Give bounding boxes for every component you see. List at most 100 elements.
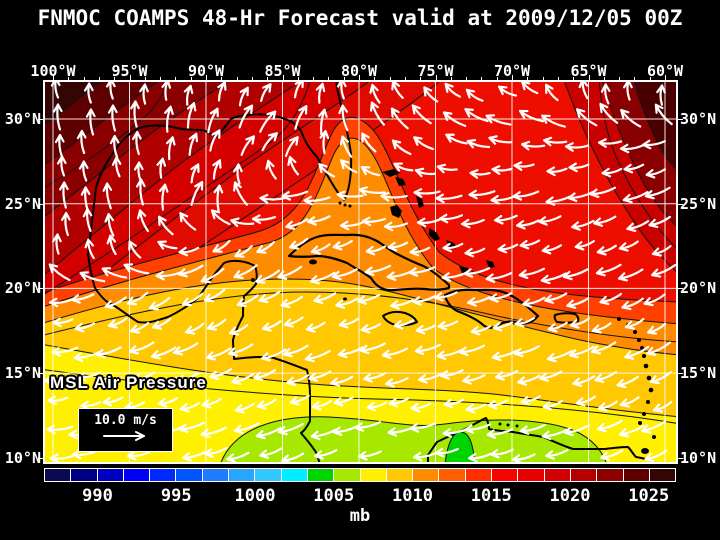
wind-arrow [282, 344, 309, 358]
wind-arrow [464, 423, 492, 434]
wind-arrow [106, 234, 117, 256]
wind-arrow [626, 220, 650, 233]
colorbar-cell [45, 469, 71, 481]
wind-arrow [95, 346, 122, 359]
wind-arrow [233, 264, 258, 279]
wind-arrow [260, 83, 272, 103]
wind-arrow [491, 349, 518, 362]
wind-arrow [617, 268, 644, 282]
wind-arrow [513, 161, 535, 171]
wind-arrow [619, 396, 640, 408]
wind-arrow [76, 129, 87, 155]
wind-arrow [308, 370, 332, 382]
wind-arrow [489, 448, 514, 459]
wind-arrow [465, 403, 487, 414]
wind-arrow [566, 297, 590, 309]
gulf-coast-usa [87, 82, 353, 256]
wind-arrow [123, 263, 150, 275]
wind-arrow [288, 237, 309, 250]
wind-arrow [283, 316, 304, 328]
wind-arrow [656, 84, 666, 106]
wind-arrow [578, 82, 589, 100]
wind-arrow [150, 346, 177, 360]
wind-arrow [357, 293, 381, 305]
lon-label: 70°W [493, 62, 531, 80]
lat-label-left: 25°N [4, 194, 41, 213]
wind-arrow [572, 375, 596, 387]
wind-arrow [102, 396, 124, 407]
wind-arrow [445, 133, 468, 145]
wind-arrow [107, 104, 118, 132]
wind-arrow [82, 207, 93, 232]
wind-arrow [358, 186, 386, 196]
wind-arrow [618, 424, 645, 438]
colorbar-cell [123, 469, 150, 481]
wind-arrow [596, 244, 617, 256]
lon-tick [404, 77, 406, 81]
wind-arrow [538, 215, 562, 226]
wind-arrow [231, 373, 255, 386]
lat-tick-left [38, 119, 44, 120]
wind-arrow [179, 212, 197, 231]
colorbar-tick-label: 1020 [549, 486, 591, 506]
colorbar-cell [150, 469, 176, 481]
wind-arrow [462, 374, 486, 385]
colorbar-cell [334, 469, 360, 481]
wind-arrow [281, 452, 305, 462]
lat-label-right: 10°N [680, 448, 717, 467]
wind-scale-legend: 10.0 m/s [78, 408, 173, 452]
wind-arrow [128, 240, 142, 259]
wind-arrow [179, 401, 200, 413]
wind-arrow [380, 191, 408, 202]
wind-arrow [438, 213, 463, 224]
wind-arrow [49, 453, 75, 462]
wind-arrow [412, 451, 437, 462]
lon-tick [160, 77, 162, 81]
wind-arrow [261, 320, 282, 332]
wind-arrow [161, 82, 172, 101]
wind-arrow [493, 214, 518, 225]
colorbar-cell [544, 469, 570, 481]
wind-arrow [52, 233, 62, 255]
wind-arrow [336, 82, 347, 100]
colorbar-cell [439, 469, 465, 481]
wind-arrow [204, 446, 228, 458]
colorbar-cell [229, 469, 255, 481]
wind-arrow [104, 296, 127, 310]
wind-arrow [333, 396, 355, 407]
wind-arrow [467, 296, 491, 307]
wind-arrow [259, 110, 277, 133]
wind-arrow [410, 402, 432, 413]
wind-arrow [181, 292, 204, 307]
wind-arrow [201, 397, 222, 409]
wind-arrow [542, 399, 563, 411]
wind-arrow [177, 264, 204, 278]
wind-arrow [253, 368, 277, 382]
colorbar-unit: mb [349, 506, 371, 526]
lon-tick [634, 77, 636, 81]
wind-arrow [129, 321, 150, 334]
wind-arrow [304, 349, 331, 363]
wind-arrow [575, 395, 596, 407]
wind-arrow [467, 452, 492, 462]
wind-scale-arrow-icon [102, 431, 145, 441]
wind-arrow [139, 83, 149, 105]
wind-arrow [569, 317, 590, 329]
wind-arrow [104, 212, 115, 237]
puerto-rico-island [553, 312, 580, 324]
wind-arrow [408, 266, 436, 277]
wind-arrow [411, 104, 432, 125]
lon-tick [114, 77, 116, 81]
lon-tick [206, 75, 207, 81]
wind-arrow [48, 263, 71, 282]
wind-arrow [233, 181, 248, 206]
lat-tick-left [38, 288, 44, 290]
colorbar-cell [71, 469, 97, 481]
wind-arrow [622, 190, 649, 204]
wind-arrow [360, 323, 382, 334]
wind-arrow [188, 132, 199, 157]
wind-arrow [519, 423, 547, 435]
wind-arrow [294, 105, 308, 130]
wind-arrow [60, 211, 71, 237]
wind-arrow [259, 193, 287, 204]
